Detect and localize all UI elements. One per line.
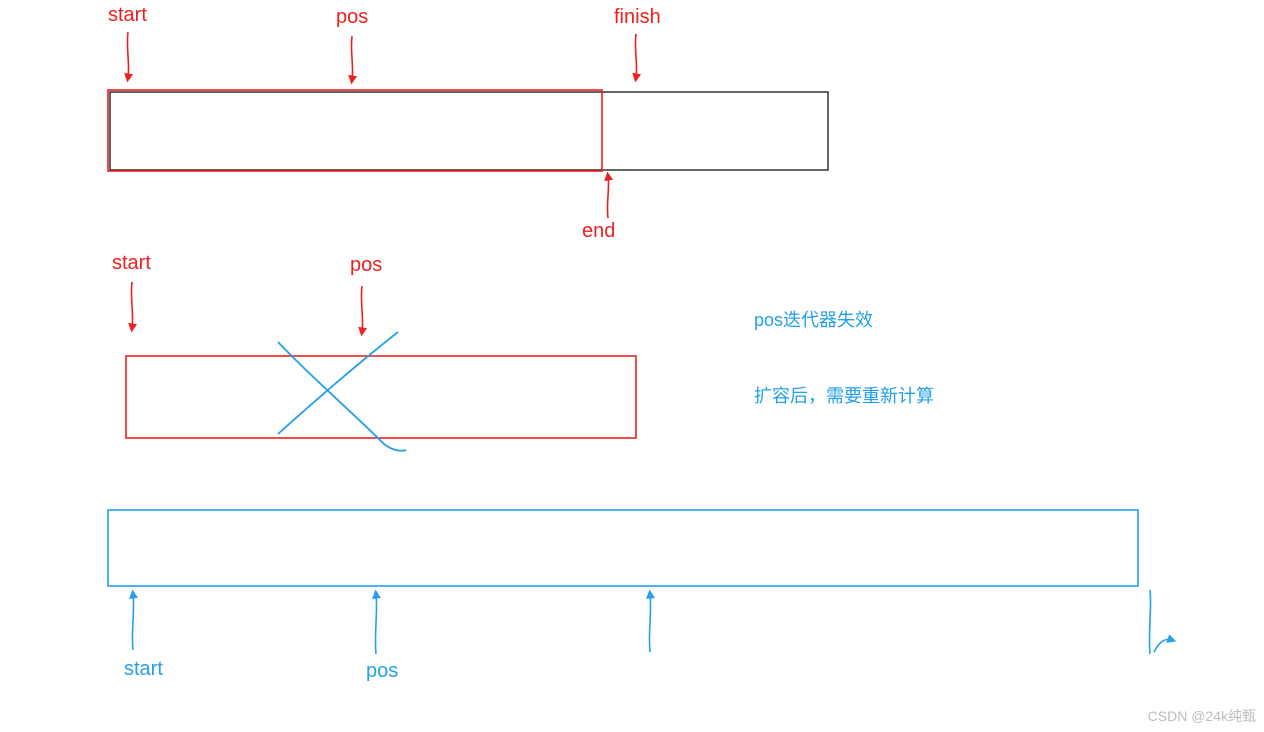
- d1-outer-rect: [110, 92, 828, 170]
- d3-arrow-start: [132, 594, 133, 650]
- d1-label-finish: finish: [614, 6, 661, 29]
- d2-label-start: start: [112, 252, 151, 275]
- d2-cross-stroke1: [278, 342, 406, 451]
- d1-arrow-end: [607, 176, 608, 218]
- d3-label-pos: pos: [366, 660, 398, 683]
- d1-arrow-finish: [635, 34, 636, 78]
- d3-label-start: start: [124, 658, 163, 681]
- diagram1: [108, 32, 828, 218]
- d2-note-2: 扩容后，需要重新计算: [754, 382, 934, 408]
- d3-arrow-pos: [375, 594, 376, 654]
- d1-inner-rect: [108, 90, 602, 171]
- d1-arrow-pos: [351, 36, 352, 80]
- d1-label-end: end: [582, 220, 615, 243]
- diagram2: [126, 282, 636, 451]
- d3-arrow-4: [1149, 590, 1172, 654]
- d2-rect: [126, 356, 636, 438]
- d2-arrow-start: [131, 282, 132, 328]
- d2-cross-stroke2: [278, 332, 398, 434]
- d1-label-start: start: [108, 4, 147, 27]
- d2-note-1: pos迭代器失效: [754, 306, 873, 332]
- d2-label-pos: pos: [350, 254, 382, 277]
- d1-arrow-start: [127, 32, 128, 78]
- d3-rect: [108, 510, 1138, 586]
- diagram-canvas: [0, 0, 1264, 732]
- watermark: CSDN @24k纯甄: [1148, 706, 1256, 726]
- d2-arrow-pos: [361, 286, 362, 332]
- diagram3: [108, 510, 1172, 654]
- d3-arrow-3: [649, 594, 650, 652]
- d1-label-pos: pos: [336, 6, 368, 29]
